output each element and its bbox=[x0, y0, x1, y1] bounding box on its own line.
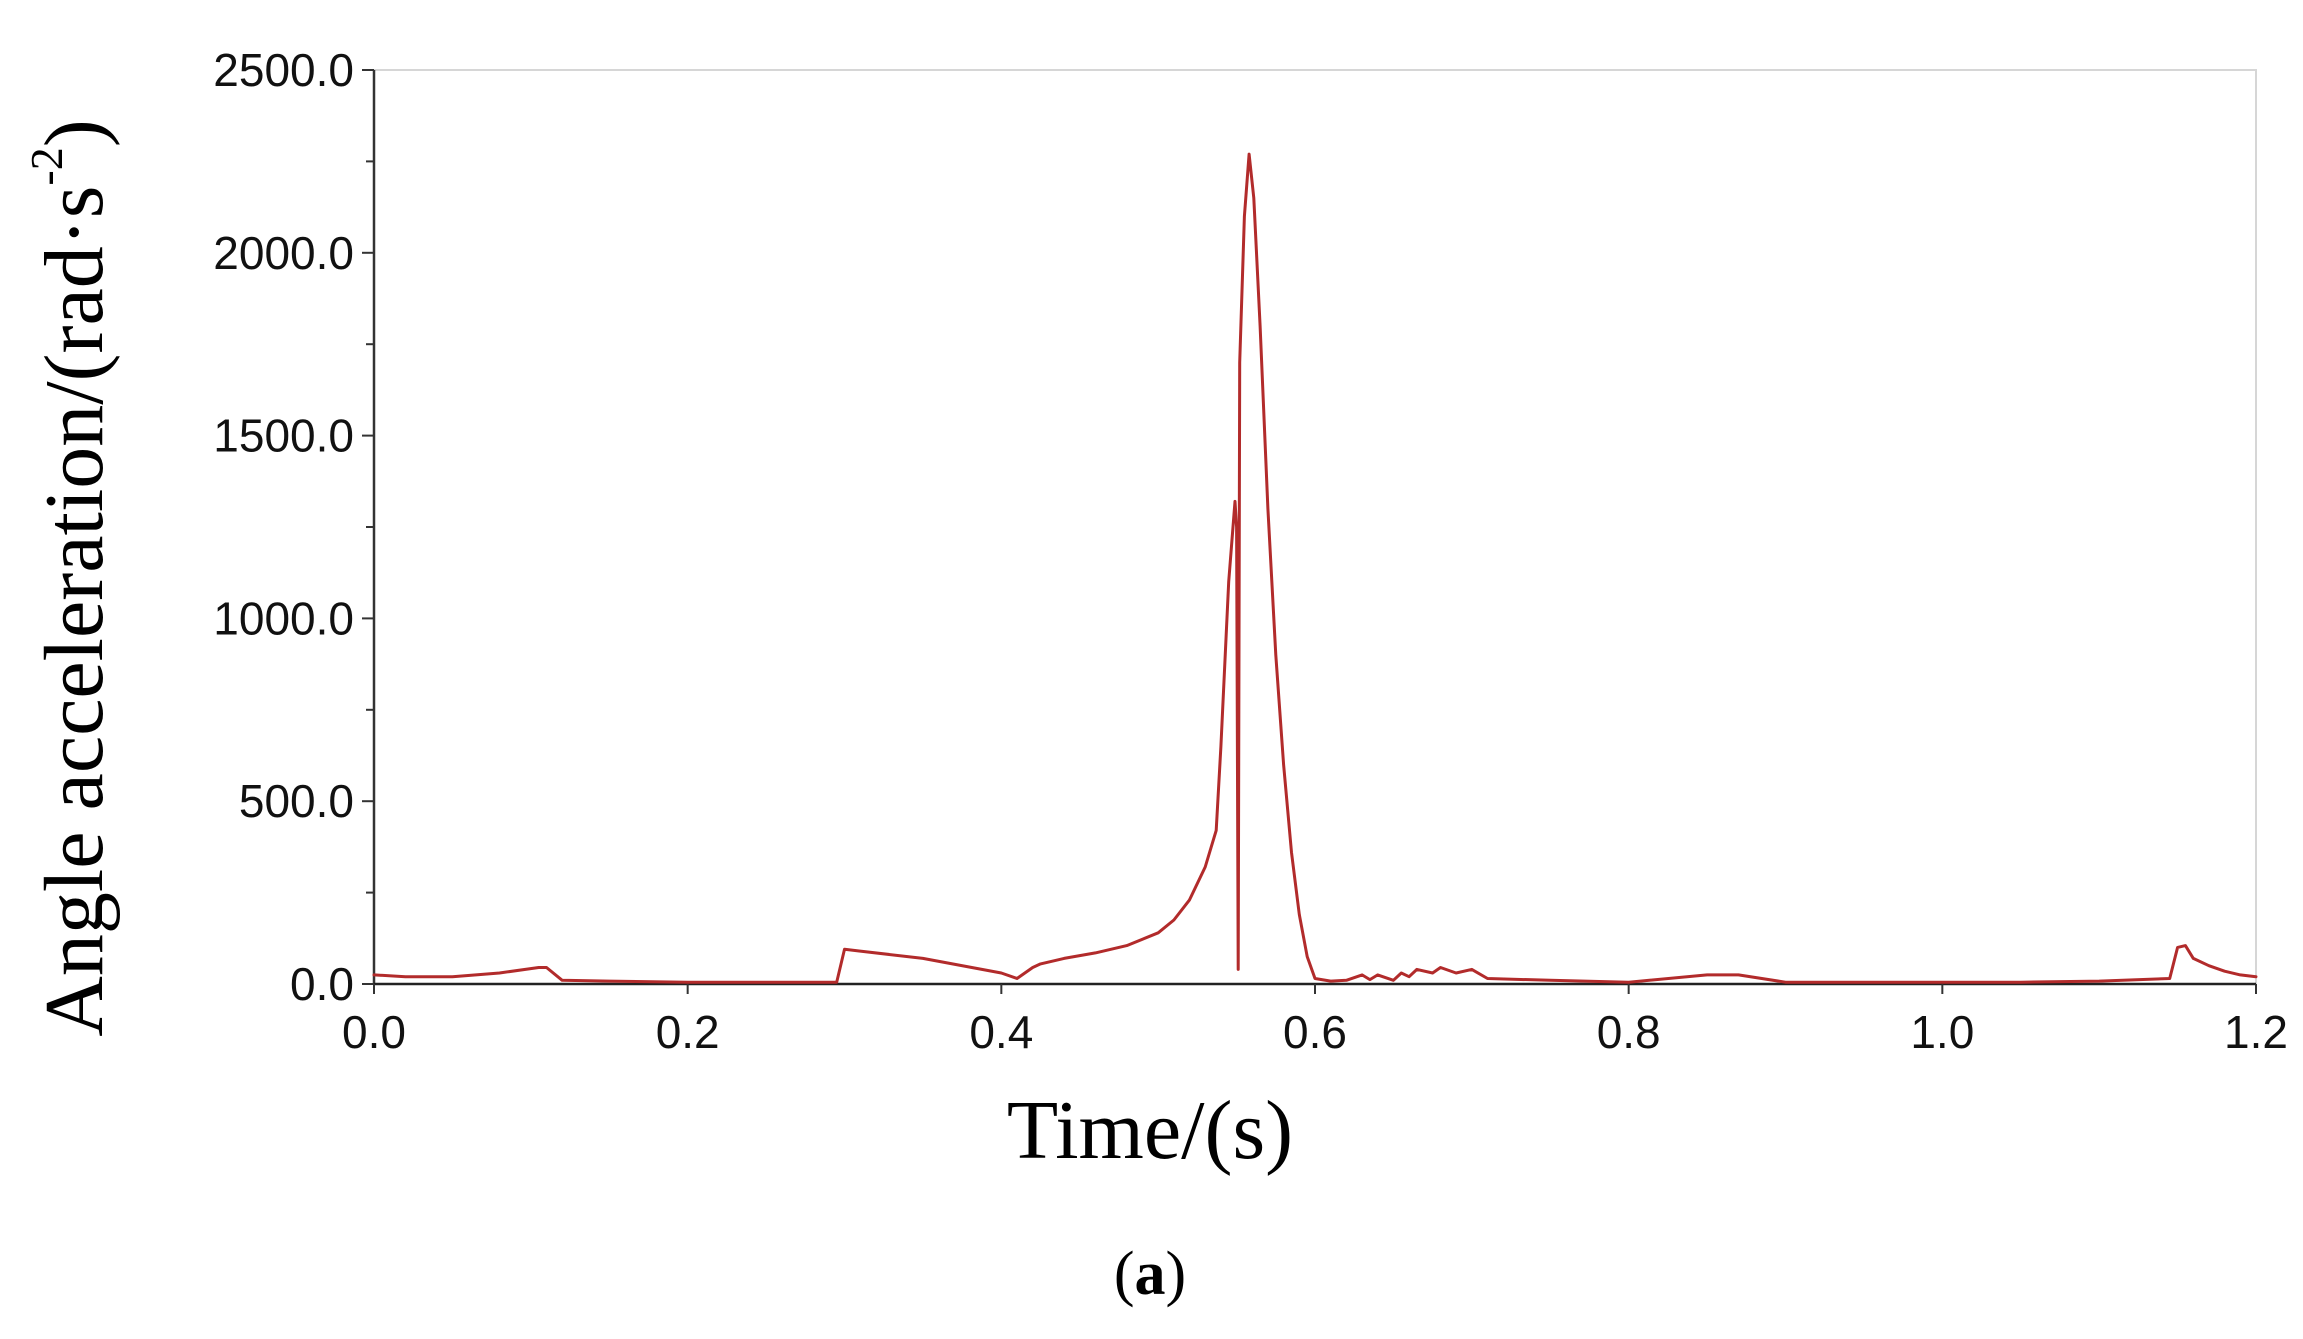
y-axis-title-text: Angle acceleration/(rad·s-2) bbox=[21, 119, 121, 1037]
series-layer bbox=[372, 152, 2258, 984]
panel-label-open: ( bbox=[1114, 1240, 1135, 1308]
x-tick-label: 0.4 bbox=[969, 1006, 1033, 1058]
y-tick-label: 2500.0 bbox=[213, 44, 354, 96]
x-tick-label: 0.6 bbox=[1283, 1006, 1347, 1058]
series-line bbox=[372, 152, 2258, 984]
panel-label: (a) bbox=[1114, 1240, 1186, 1308]
x-tick-label: 0.8 bbox=[1597, 1006, 1661, 1058]
y-tick-label: 2000.0 bbox=[213, 227, 354, 279]
plot-frame bbox=[373, 69, 2257, 985]
x-tick-label: 0.2 bbox=[656, 1006, 720, 1058]
y-tick-label: 500.0 bbox=[239, 775, 354, 827]
panel-label-letter: a bbox=[1135, 1240, 1166, 1308]
y-tick-label: 1000.0 bbox=[213, 592, 354, 644]
y-axis-title-superscript: -2 bbox=[21, 147, 72, 185]
y-axis-title: Angle acceleration/(rad·s-2) bbox=[21, 119, 121, 1037]
panel-label-close: ) bbox=[1166, 1240, 1187, 1308]
x-ticks: 0.0 0.2 0.4 0.6 0.8 1.0 1.2 bbox=[342, 984, 2288, 1058]
y-axis-title-close: ) bbox=[28, 119, 121, 147]
y-ticks: 0.0 500.0 1000.0 1500.0 2000.0 2500.0 bbox=[213, 44, 374, 1010]
x-tick-label: 1.2 bbox=[2224, 1006, 2288, 1058]
y-axis-title-main: Angle acceleration/(rad·s bbox=[28, 186, 121, 1037]
x-axis-title: Time/(s) bbox=[1007, 1084, 1293, 1177]
y-tick-label: 1500.0 bbox=[213, 410, 354, 462]
x-tick-label: 0.0 bbox=[342, 1006, 406, 1058]
y-tick-label: 0.0 bbox=[290, 958, 354, 1010]
x-tick-label: 1.0 bbox=[1910, 1006, 1974, 1058]
